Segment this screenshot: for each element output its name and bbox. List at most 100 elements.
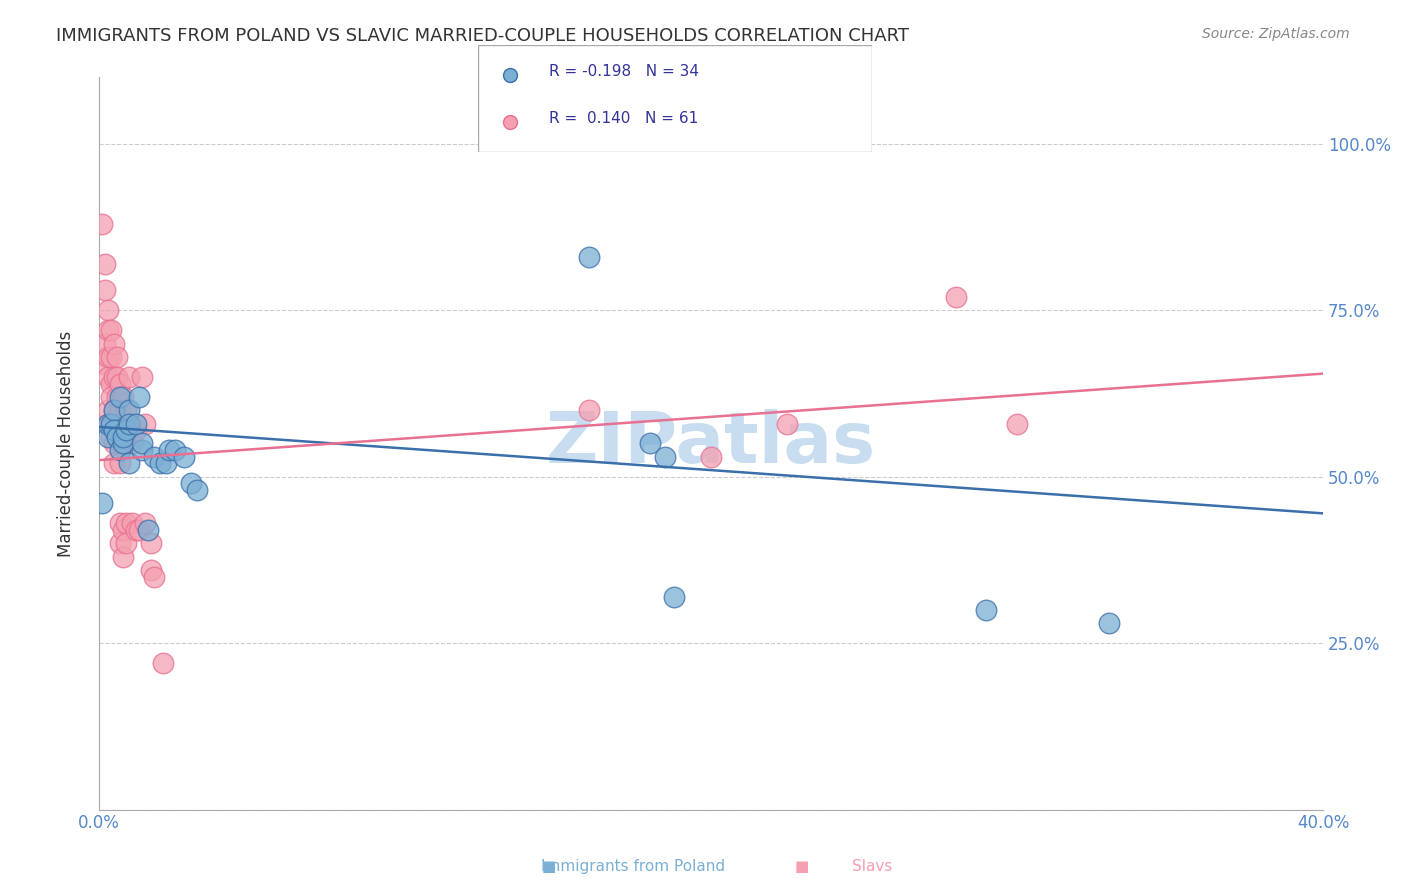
Point <box>100 376 122 391</box>
Point <box>105 350 128 364</box>
Point <box>100 417 122 431</box>
Point <box>110 376 132 391</box>
Text: R = -0.198   N = 34: R = -0.198 N = 34 <box>548 64 699 78</box>
Text: Slavs: Slavs <box>852 859 891 874</box>
Point <box>103 457 125 471</box>
Point <box>180 476 202 491</box>
Point <box>105 423 128 437</box>
Point <box>100 390 122 404</box>
Point <box>134 417 156 431</box>
Point <box>155 457 177 471</box>
Point <box>97 403 120 417</box>
Point <box>131 370 153 384</box>
Point <box>97 417 120 431</box>
Point <box>112 390 135 404</box>
Point <box>578 250 600 264</box>
Point <box>186 483 208 497</box>
Point <box>638 436 661 450</box>
Point <box>110 457 132 471</box>
Point <box>776 417 799 431</box>
Point <box>110 436 132 450</box>
Point <box>100 417 122 431</box>
Point <box>110 390 132 404</box>
Point <box>124 423 146 437</box>
Point <box>110 536 132 550</box>
Y-axis label: Married-couple Households: Married-couple Households <box>58 330 75 557</box>
Point <box>115 536 138 550</box>
Point <box>131 436 153 450</box>
Point <box>105 370 128 384</box>
Point <box>498 114 520 128</box>
Point <box>112 436 135 450</box>
Point <box>121 516 143 531</box>
Point <box>976 603 998 617</box>
Point <box>134 516 156 531</box>
Point <box>94 357 117 371</box>
Point <box>103 423 125 437</box>
Point <box>152 656 174 670</box>
Text: Source: ZipAtlas.com: Source: ZipAtlas.com <box>1202 27 1350 41</box>
Point <box>118 417 141 431</box>
Point <box>131 443 153 458</box>
Point <box>139 536 162 550</box>
Point <box>97 303 120 318</box>
Point <box>110 443 132 458</box>
Point <box>103 370 125 384</box>
Point <box>115 403 138 417</box>
Point <box>103 403 125 417</box>
Point <box>173 450 195 464</box>
Point <box>97 370 120 384</box>
Point <box>1005 417 1028 431</box>
Point <box>97 323 120 337</box>
Point <box>100 430 122 444</box>
Point <box>1098 616 1121 631</box>
Point <box>945 290 967 304</box>
Point <box>118 403 141 417</box>
Point <box>654 450 676 464</box>
Point <box>105 430 128 444</box>
Point <box>97 417 120 431</box>
Point <box>118 370 141 384</box>
Point <box>165 443 187 458</box>
Point <box>157 443 180 458</box>
FancyBboxPatch shape <box>478 45 872 152</box>
Point <box>103 336 125 351</box>
Text: ■: ■ <box>794 859 808 874</box>
Text: ■: ■ <box>541 859 555 874</box>
Text: R =  0.140   N = 61: R = 0.140 N = 61 <box>548 111 699 126</box>
Point <box>110 403 132 417</box>
Point <box>578 403 600 417</box>
Point <box>97 430 120 444</box>
Point <box>103 436 125 450</box>
Point <box>90 496 112 510</box>
Point <box>112 549 135 564</box>
Point <box>498 68 520 82</box>
Point <box>136 523 159 537</box>
Point <box>149 457 172 471</box>
Point <box>110 516 132 531</box>
Point <box>112 423 135 437</box>
Point <box>115 436 138 450</box>
Point <box>124 417 146 431</box>
Point <box>118 457 141 471</box>
Point <box>118 423 141 437</box>
Point <box>142 450 165 464</box>
Point <box>100 350 122 364</box>
Point <box>112 436 135 450</box>
Point <box>700 450 723 464</box>
Point <box>105 390 128 404</box>
Point <box>128 390 150 404</box>
Text: IMMIGRANTS FROM POLAND VS SLAVIC MARRIED-COUPLE HOUSEHOLDS CORRELATION CHART: IMMIGRANTS FROM POLAND VS SLAVIC MARRIED… <box>56 27 910 45</box>
Point <box>94 284 117 298</box>
Text: ZIPatlas: ZIPatlas <box>546 409 876 478</box>
Text: Immigrants from Poland: Immigrants from Poland <box>541 859 724 874</box>
Point <box>664 590 686 604</box>
Point <box>94 257 117 271</box>
Point <box>90 217 112 231</box>
Point <box>128 523 150 537</box>
Point <box>142 569 165 583</box>
Point <box>103 417 125 431</box>
Point <box>139 563 162 577</box>
Point <box>112 430 135 444</box>
Point <box>124 523 146 537</box>
